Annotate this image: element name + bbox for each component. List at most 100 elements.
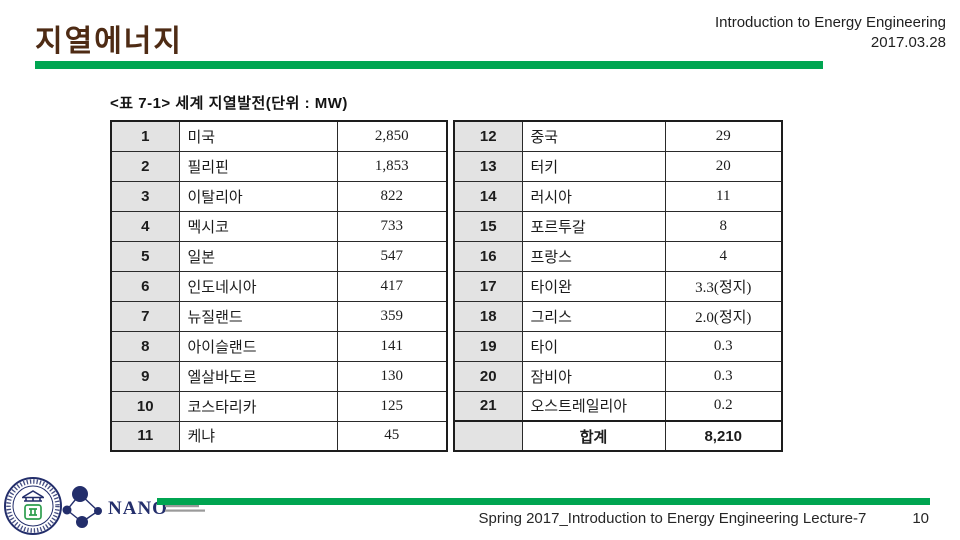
seal-green-emblem-icon (24, 504, 42, 520)
geothermal-capacity-table: 1 미국 2,850 2 필리핀 1,853 3 이탈리아 822 4 멕시코 733 5 일본 547 6 인… (110, 120, 783, 452)
table-row: 16 프랑스 4 (453, 240, 783, 272)
cell-value: 20 (664, 150, 783, 182)
table-row: 8 아이슬랜드 141 (110, 330, 448, 362)
cell-rank: 8 (110, 330, 180, 362)
slide-title: 지열에너지 (35, 25, 183, 58)
cell-value: 11 (664, 180, 783, 212)
cell-value: 130 (336, 360, 448, 392)
university-seal-icon (4, 477, 62, 535)
cell-country: 중국 (521, 120, 666, 152)
cell-country: 필리핀 (178, 150, 338, 182)
cell-rank: 14 (453, 180, 523, 212)
table-row: 6 인도네시아 417 (110, 270, 448, 302)
course-name: Introduction to Energy Engineering (715, 14, 946, 31)
cell-value: 125 (336, 390, 448, 422)
cell-rank: 10 (110, 390, 180, 422)
table-row: 15 포르투갈 8 (453, 210, 783, 242)
cell-rank: 20 (453, 360, 523, 392)
table-row: 4 멕시코 733 (110, 210, 448, 242)
cell-value: 8,210 (664, 420, 783, 452)
cell-value: 45 (336, 420, 448, 452)
cell-value: 417 (336, 270, 448, 302)
table-row: 19 타이 0.3 (453, 330, 783, 362)
cell-rank: 19 (453, 330, 523, 362)
cell-country: 타이 (521, 330, 666, 362)
nano-lab-logo: NANO (62, 486, 205, 528)
table-row: 20 잠비아 0.3 (453, 360, 783, 392)
cell-rank: 2 (110, 150, 180, 182)
title-underline-bar (35, 61, 823, 69)
cell-rank: 13 (453, 150, 523, 182)
seal-pavilion-icon (22, 490, 44, 502)
cell-value: 0.3 (664, 360, 783, 392)
cell-value: 359 (336, 300, 448, 332)
cell-country: 케냐 (178, 420, 338, 452)
cell-country: 아이슬랜드 (178, 330, 338, 362)
cell-country: 엘살바도르 (178, 360, 338, 392)
nano-logo-tagline-lines (165, 505, 205, 512)
cell-country: 오스트레일리아 (521, 390, 666, 422)
table-row: 10 코스타리카 125 (110, 390, 448, 422)
table-row: 14 러시아 11 (453, 180, 783, 212)
cell-country: 멕시코 (178, 210, 338, 242)
cell-country: 일본 (178, 240, 338, 272)
molecule-icon (62, 486, 102, 528)
table-row: 21 오스트레일리아 0.2 (453, 390, 783, 422)
table-row: 7 뉴질랜드 359 (110, 300, 448, 332)
table-left-half: 1 미국 2,850 2 필리핀 1,853 3 이탈리아 822 4 멕시코 733 5 일본 547 6 인… (110, 120, 448, 452)
table-row: 17 타이완 3.3(정지) (453, 270, 783, 302)
table-row: 9 엘살바도르 130 (110, 360, 448, 392)
cell-country: 러시아 (521, 180, 666, 212)
table-row: 12 중국 29 (453, 120, 783, 152)
cell-value: 733 (336, 210, 448, 242)
cell-value: 547 (336, 240, 448, 272)
table-caption: <표 7-1> 세계 지열발전(단위 : MW) (110, 95, 348, 112)
cell-value: 2.0(정지) (664, 300, 783, 332)
table-total-row: 합계 8,210 (453, 420, 783, 452)
cell-value: 822 (336, 180, 448, 212)
table-row: 2 필리핀 1,853 (110, 150, 448, 182)
footer-lecture-label: Spring 2017_Introduction to Energy Engin… (478, 510, 867, 527)
cell-rank: 17 (453, 270, 523, 302)
table-row: 18 그리스 2.0(정지) (453, 300, 783, 332)
cell-rank (453, 420, 523, 452)
cell-rank: 16 (453, 240, 523, 272)
cell-rank: 1 (110, 120, 180, 152)
cell-rank: 11 (110, 420, 180, 452)
cell-country: 터키 (521, 150, 666, 182)
cell-rank: 6 (110, 270, 180, 302)
cell-rank: 9 (110, 360, 180, 392)
cell-value: 29 (664, 120, 783, 152)
footer-line: Spring 2017_Introduction to Energy Engin… (479, 510, 929, 527)
cell-value: 2,850 (336, 120, 448, 152)
cell-value: 8 (664, 210, 783, 242)
lecture-date: 2017.03.28 (870, 33, 946, 51)
cell-value: 4 (664, 240, 783, 272)
table-row: 1 미국 2,850 (110, 120, 448, 152)
nano-logo-text: NANO (108, 498, 168, 519)
cell-country: 코스타리카 (178, 390, 338, 422)
cell-country: 그리스 (521, 300, 666, 332)
cell-rank: 18 (453, 300, 523, 332)
cell-value: 1,853 (336, 150, 448, 182)
table-row: 13 터키 20 (453, 150, 783, 182)
page-number: 10 (912, 510, 929, 527)
cell-rank: 15 (453, 210, 523, 242)
header-meta: Introduction to Energy Engineering 2017.… (715, 13, 946, 52)
cell-rank: 12 (453, 120, 523, 152)
cell-country: 합계 (521, 420, 666, 452)
table-right-half: 12 중국 29 13 터키 20 14 러시아 11 15 포르투갈 8 16 프랑스 4 17 타이완 3.3… (453, 120, 783, 452)
footer-bar (157, 498, 930, 505)
cell-country: 인도네시아 (178, 270, 338, 302)
cell-country: 타이완 (521, 270, 666, 302)
cell-value: 0.3 (664, 330, 783, 362)
cell-value: 3.3(정지) (664, 270, 783, 302)
table-row: 3 이탈리아 822 (110, 180, 448, 212)
cell-rank: 3 (110, 180, 180, 212)
cell-country: 이탈리아 (178, 180, 338, 212)
cell-rank: 21 (453, 390, 523, 422)
cell-country: 미국 (178, 120, 338, 152)
table-row: 5 일본 547 (110, 240, 448, 272)
cell-value: 141 (336, 330, 448, 362)
